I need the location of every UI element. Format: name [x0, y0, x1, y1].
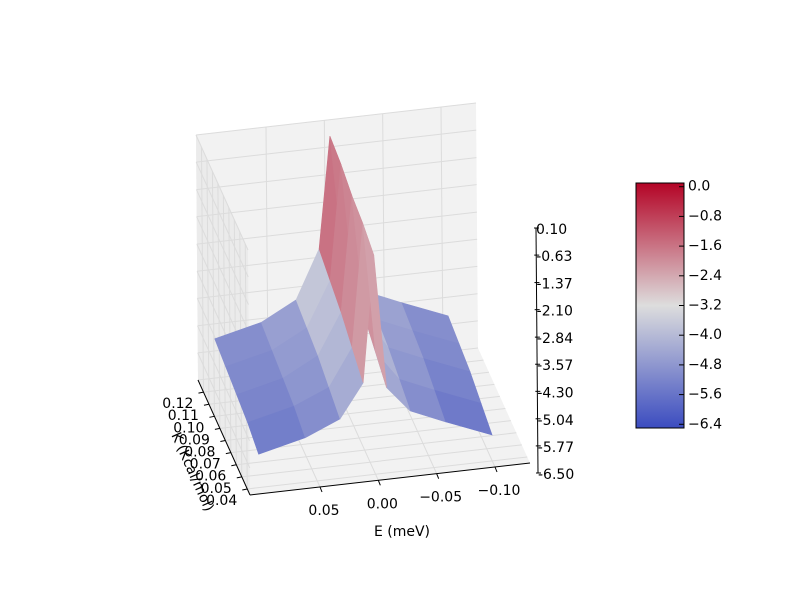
axis-line [249, 462, 531, 496]
x-tick [436, 473, 440, 479]
colorbar-tick-label: −0.8 [688, 208, 722, 224]
z-tick-label: -4.30 [537, 385, 573, 401]
z-tick-label: -3.57 [537, 358, 573, 374]
axis-line [197, 379, 251, 496]
grid-line [196, 129, 477, 163]
x-tick-label: 0.00 [367, 496, 398, 512]
grid-line [247, 456, 528, 490]
y-tick [231, 464, 237, 467]
y-tick [198, 391, 204, 394]
y-tick [225, 452, 231, 455]
grid-line [197, 325, 251, 442]
colorbar-tick-label: 0.0 [688, 179, 710, 195]
y-tick [220, 440, 226, 443]
y-tick-label: 0.04 [206, 493, 237, 509]
x-tick-label: 0.05 [308, 503, 339, 519]
grid-line [195, 134, 249, 251]
y-tick [236, 476, 242, 479]
grid-line [195, 102, 477, 136]
colorbar-tick-label: −3.2 [688, 298, 722, 314]
colorbar-tick-label: −6.4 [688, 416, 722, 432]
x-tick [494, 466, 498, 473]
surface-patch [362, 223, 387, 388]
colorbar-fill [635, 182, 685, 429]
grid-line [200, 147, 204, 393]
z-tick-label: 0.10 [536, 222, 567, 238]
z-tick-label: -5.04 [538, 413, 574, 429]
y-tick [242, 488, 248, 491]
grid-line [195, 189, 249, 305]
colorbar-tick-label: −2.4 [688, 268, 722, 284]
grid-line [217, 183, 221, 429]
colorbar-tick-label: −1.6 [688, 238, 722, 254]
x-tick-label: −0.10 [478, 483, 521, 499]
z-tick-label: -0.63 [536, 249, 572, 265]
y-tick-label: 0.11 [168, 408, 199, 424]
z-tick-label: -5.77 [538, 440, 574, 456]
grid-line [228, 207, 232, 453]
grid-line [206, 159, 210, 405]
y-tick-label: 0.05 [201, 481, 232, 497]
grid-line [241, 444, 522, 478]
axis-line [535, 227, 539, 474]
z-tick-label: -6.50 [538, 467, 574, 483]
y-tick [214, 427, 220, 430]
grid-line [197, 352, 251, 469]
grid-line [211, 171, 215, 417]
x-tick [377, 480, 381, 486]
z-tick-label: -2.10 [537, 304, 573, 320]
grid-line [196, 216, 250, 332]
grid-line [440, 106, 444, 353]
x-tick-label: −0.05 [419, 490, 462, 506]
grid-line [195, 161, 249, 278]
y-tick-label: 0.06 [195, 469, 226, 485]
y-tick-label: 0.10 [173, 420, 204, 436]
y-tick-label: 0.12 [162, 396, 193, 412]
y-tick [209, 415, 215, 418]
grid-line [222, 195, 226, 441]
y-tick-label: 0.07 [190, 457, 221, 473]
colorbar-tick-label: −4.8 [688, 357, 722, 373]
grid-line [236, 432, 517, 466]
y-tick-label: 0.09 [179, 432, 210, 448]
x-axis-label: E (meV) [374, 524, 430, 540]
colorbar-tick-label: −5.6 [688, 387, 722, 403]
surface [214, 136, 493, 455]
z-tick-label: -1.37 [536, 277, 572, 293]
axes: 0.05 0.00 −0.05 −0.100.040.050.060.070.080.… [162, 222, 574, 519]
colorbar: 0.0 −0.8 −1.6 −2.4 −3.2 −4.0 −4.8 −5.6 −6.4 [635, 179, 722, 432]
x-tick [319, 486, 323, 493]
z-tick-label: -2.84 [537, 331, 573, 347]
colorbar-tick-label: −4.0 [688, 327, 722, 343]
y-tick [203, 403, 210, 406]
y-tick-label: 0.08 [184, 445, 215, 461]
